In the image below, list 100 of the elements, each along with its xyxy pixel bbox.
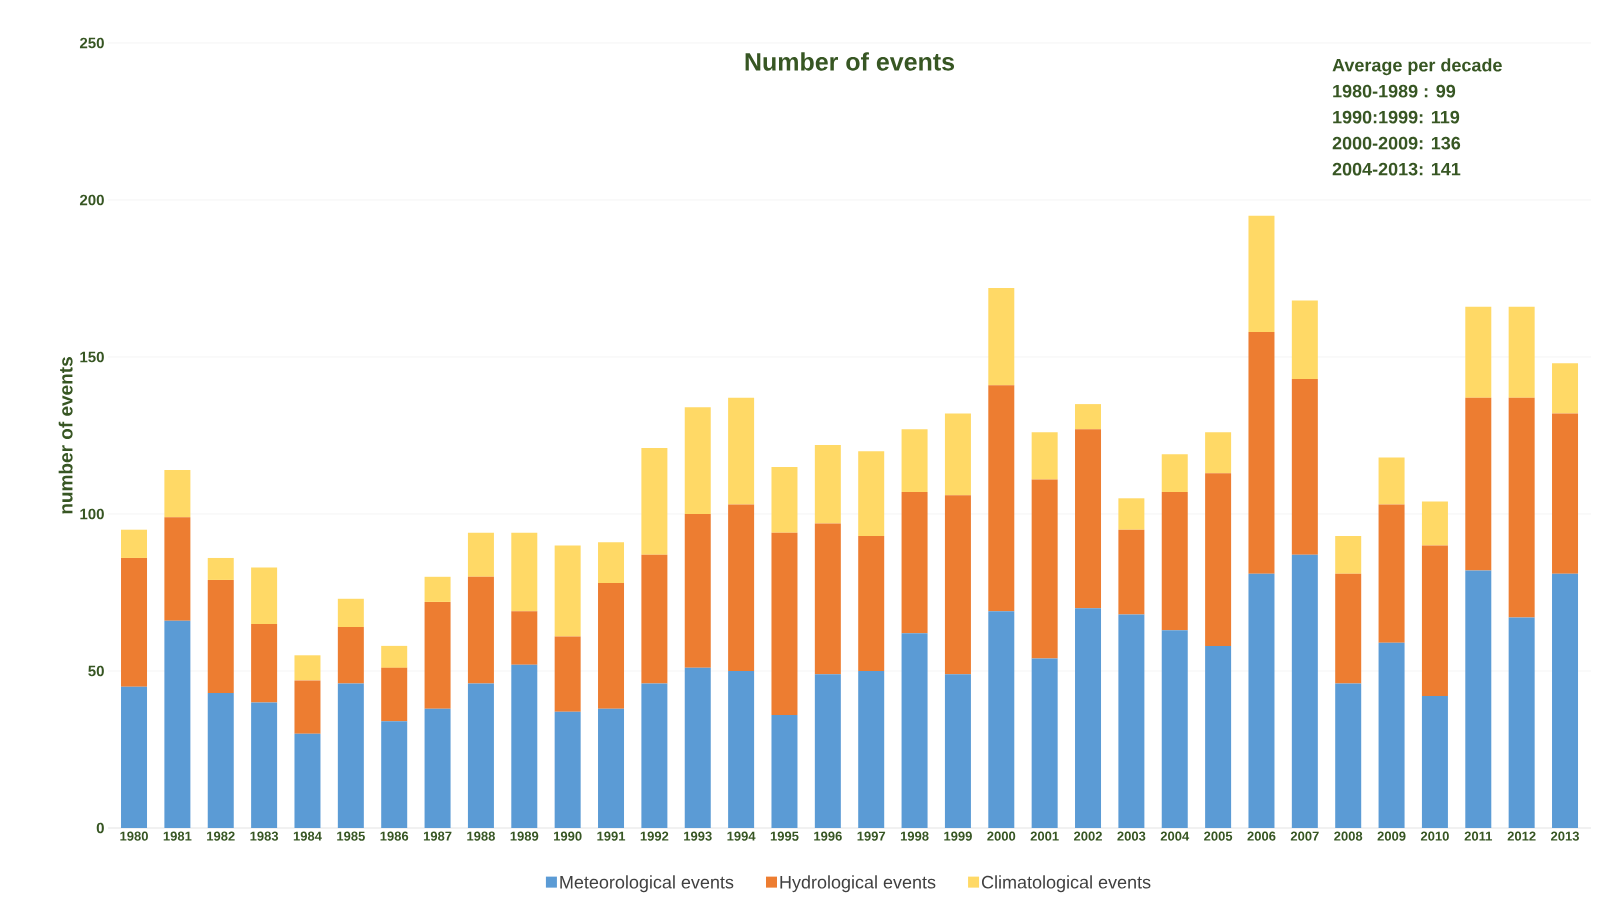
x-tick-label: 1995 <box>770 831 799 841</box>
bar <box>207 557 234 580</box>
bar <box>684 514 711 668</box>
x-tick-label: 1994 <box>727 831 756 841</box>
x-tick-label: 2006 <box>1247 831 1276 841</box>
bar <box>1248 331 1275 574</box>
bar <box>337 683 364 828</box>
bar <box>1552 363 1579 414</box>
y-tick-label: 50 <box>88 665 104 677</box>
bar <box>1248 215 1275 332</box>
bar <box>294 655 321 681</box>
bar <box>121 557 148 687</box>
x-tick-label: 2007 <box>1290 831 1319 841</box>
bar <box>1335 573 1362 684</box>
x-tick-label: 2002 <box>1074 831 1102 841</box>
bar <box>1378 457 1405 505</box>
bar <box>1031 658 1058 828</box>
bar <box>1031 479 1058 659</box>
bar <box>1421 545 1448 697</box>
y-axis-title: number of events <box>58 357 73 514</box>
x-tick-label: 1983 <box>250 831 279 841</box>
bar <box>1508 617 1535 828</box>
x-tick-label: 2009 <box>1377 831 1406 841</box>
bar <box>1118 498 1145 530</box>
bar <box>598 708 625 828</box>
bar <box>164 620 191 828</box>
annotation: Average per decade <box>1332 58 1502 76</box>
bar <box>1508 306 1535 398</box>
bar <box>337 627 364 684</box>
bar <box>1075 429 1102 609</box>
bar <box>1552 413 1579 574</box>
bar <box>988 385 1015 612</box>
bar <box>944 674 971 828</box>
bar <box>381 645 408 668</box>
x-tick-label: 2001 <box>1030 831 1059 841</box>
bar <box>207 692 234 828</box>
bar <box>814 523 841 675</box>
bar <box>467 532 494 577</box>
bar <box>424 576 451 602</box>
bar <box>1335 683 1362 828</box>
annotation: 1990:1999: 119 <box>1333 110 1460 124</box>
x-tick-label: 1980 <box>120 831 148 841</box>
bar <box>1291 300 1318 379</box>
annotation: 1980-1989 : 99 <box>1333 84 1456 98</box>
x-tick-label: 2013 <box>1551 831 1580 841</box>
legend-label: Climatological events <box>981 875 1151 893</box>
bar <box>1421 501 1448 546</box>
bar <box>1118 614 1145 828</box>
bar <box>294 733 321 828</box>
bar <box>1161 492 1188 631</box>
legend-label: Meteorological events <box>560 875 734 893</box>
x-tick-label: 1991 <box>597 831 626 841</box>
x-tick-label: 1982 <box>207 831 235 841</box>
bar <box>1552 573 1579 828</box>
y-tick-label: 200 <box>79 194 104 206</box>
x-tick-label: 2005 <box>1204 831 1233 841</box>
bar <box>901 633 928 828</box>
bar <box>1118 529 1145 615</box>
x-tick-label: 2010 <box>1420 831 1449 841</box>
x-tick-label: 2011 <box>1464 831 1493 841</box>
bar <box>294 680 321 734</box>
bar <box>858 535 885 671</box>
bar <box>121 529 148 558</box>
bar <box>337 598 364 628</box>
bar <box>814 674 841 828</box>
bar <box>858 671 885 828</box>
bar <box>467 683 494 828</box>
bar <box>684 407 711 514</box>
bar <box>467 576 494 684</box>
bar <box>771 714 798 828</box>
bar <box>814 444 841 524</box>
x-tick-label: 2012 <box>1507 831 1536 841</box>
bar <box>1205 473 1232 646</box>
bar <box>641 554 668 684</box>
bar <box>728 397 755 505</box>
bar <box>988 611 1015 828</box>
x-tick-label: 1981 <box>163 831 192 841</box>
y-tick-label: 250 <box>79 37 104 49</box>
bar <box>598 542 625 584</box>
annotation: 2000-2009: 136 <box>1332 136 1461 150</box>
bar <box>511 611 538 665</box>
x-tick-label: 1984 <box>293 831 322 841</box>
x-tick-label: 1998 <box>900 831 929 841</box>
y-tick-label: 150 <box>80 351 104 363</box>
bar <box>1508 397 1535 618</box>
bar <box>901 492 928 634</box>
x-tick-label: 1989 <box>510 831 539 841</box>
bar <box>1378 642 1405 828</box>
bar <box>771 466 798 533</box>
bar <box>988 287 1015 386</box>
x-tick-label: 1988 <box>467 831 495 841</box>
bar <box>1248 573 1275 828</box>
bar <box>424 708 451 828</box>
bar <box>164 517 191 621</box>
bar <box>858 451 885 536</box>
x-tick-label: 1993 <box>684 831 712 841</box>
bar <box>1421 696 1448 828</box>
x-tick-label: 2000 <box>987 831 1016 841</box>
bar <box>554 545 581 637</box>
x-tick-label: 1987 <box>423 831 452 841</box>
